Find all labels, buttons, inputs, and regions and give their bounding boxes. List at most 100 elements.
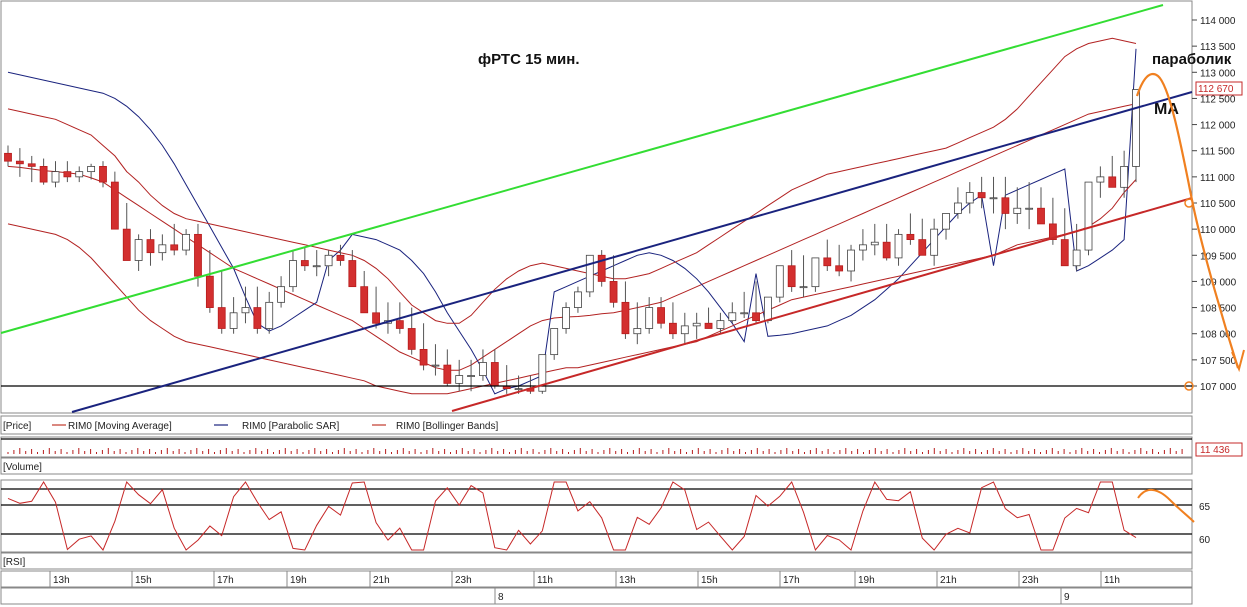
price-label: [Price] [3, 421, 32, 432]
candle-body [574, 291, 582, 308]
target-marker-lower [1184, 381, 1194, 391]
candle-body [894, 233, 903, 259]
candle-body [122, 228, 131, 261]
candle-body [1037, 207, 1045, 225]
candle-body [182, 233, 191, 251]
candle-body [716, 320, 725, 329]
volume-label-bar [0, 457, 1193, 475]
candle-body [562, 307, 570, 329]
price-tick-label: 107 000 [1200, 382, 1237, 393]
volume-value: 11 436 [1200, 445, 1230, 456]
current-price-tag [1195, 81, 1243, 96]
candle-body [859, 244, 867, 251]
rsi-label-bar [0, 552, 1193, 570]
candle-body [158, 244, 167, 254]
rsi-tick-65: 65 [1199, 502, 1211, 513]
volume-panel [0, 436, 1193, 458]
price-tick-label: 114 000 [1200, 16, 1236, 27]
candle-body [799, 286, 808, 289]
candle-body [170, 244, 179, 251]
time-label: 15h [701, 575, 718, 586]
candle-body [823, 257, 832, 267]
time-label: 23h [1022, 575, 1039, 586]
candle-body [692, 322, 701, 327]
rsi-title: RSI [6, 557, 23, 568]
price-tick-label: 111 500 [1200, 147, 1235, 158]
volume-label: [Volume] [3, 462, 42, 473]
price-tick-label: 113 500 [1200, 42, 1236, 53]
candle-body [918, 239, 927, 256]
candle-body [597, 254, 606, 282]
candle-body [728, 312, 737, 322]
series-line-3 [7, 179, 1137, 395]
rsi-plot [1, 438, 1195, 552]
price-tick-label: 107 500 [1200, 356, 1237, 367]
candle-body [752, 312, 760, 322]
candle-body [360, 286, 369, 314]
candle-body [680, 325, 689, 335]
price-tick-label: 112 000 [1200, 121, 1236, 132]
candle-body [217, 307, 226, 329]
candle-body [704, 322, 713, 329]
candle-body [348, 260, 357, 288]
time-label: 15h [135, 575, 152, 586]
candle-body [134, 239, 143, 261]
date-axis [0, 587, 1193, 605]
price-tick-label: 108 500 [1200, 304, 1237, 315]
candle-body [443, 364, 452, 384]
candle-body [942, 213, 950, 230]
time-label: 23h [455, 575, 472, 586]
candle-body [324, 254, 333, 267]
candle-body [289, 260, 297, 288]
price-tick-label: 109 500 [1200, 251, 1237, 262]
candle-body [870, 241, 879, 246]
candle-body [965, 192, 974, 204]
candle-body [669, 322, 677, 335]
price-tick-label: 111 000 [1200, 173, 1235, 184]
candle-body [1108, 176, 1117, 188]
candle-body [110, 181, 119, 230]
candle-body [1001, 197, 1010, 214]
candle-body [395, 320, 404, 329]
candle-body [906, 233, 915, 241]
trendlines [0, 4, 1245, 413]
time-label: 21h [940, 575, 957, 586]
price-panel [0, 0, 1193, 414]
candle-body [609, 281, 618, 303]
time-label: 19h [290, 575, 307, 586]
candle-body [277, 286, 285, 303]
candle-body [27, 163, 36, 167]
candle-body [989, 197, 998, 200]
price-tick-label: 112 500 [1200, 94, 1236, 105]
candle-body [657, 307, 665, 324]
time-label: 19h [858, 575, 875, 586]
rsi-tick-60: 60 [1199, 535, 1211, 546]
time-axis [0, 570, 1193, 588]
red-channel-line [451, 197, 1193, 412]
candle-body [1084, 181, 1093, 251]
price-tick-label: 110 500 [1200, 199, 1236, 210]
chart-title: фРТС 15 мин. [478, 51, 580, 68]
rsi-panel [0, 479, 1193, 553]
price-y-axis: 114 000 113 500 113 000 112 500 112 000 111 5… [1192, 16, 1237, 393]
blue-channel-line [71, 91, 1193, 413]
time-label: 21h [373, 575, 390, 586]
candle-body [740, 312, 749, 315]
date-label: 8 [498, 592, 504, 603]
parabolic-annotation: параболик [1152, 51, 1232, 68]
candle-body [372, 312, 380, 324]
rsi-label: [RSI] [3, 557, 25, 568]
candle-body [265, 301, 274, 329]
target-marker-upper [1184, 198, 1194, 208]
candle-body [1072, 249, 1081, 267]
candle-body [764, 296, 772, 322]
candle-body [977, 192, 986, 199]
candle-body [455, 375, 464, 384]
price-tick-label: 108 000 [1200, 330, 1237, 341]
candle-body [99, 165, 107, 183]
candle-body [490, 362, 499, 387]
candle-body [300, 260, 309, 267]
time-label: 17h [783, 575, 800, 586]
